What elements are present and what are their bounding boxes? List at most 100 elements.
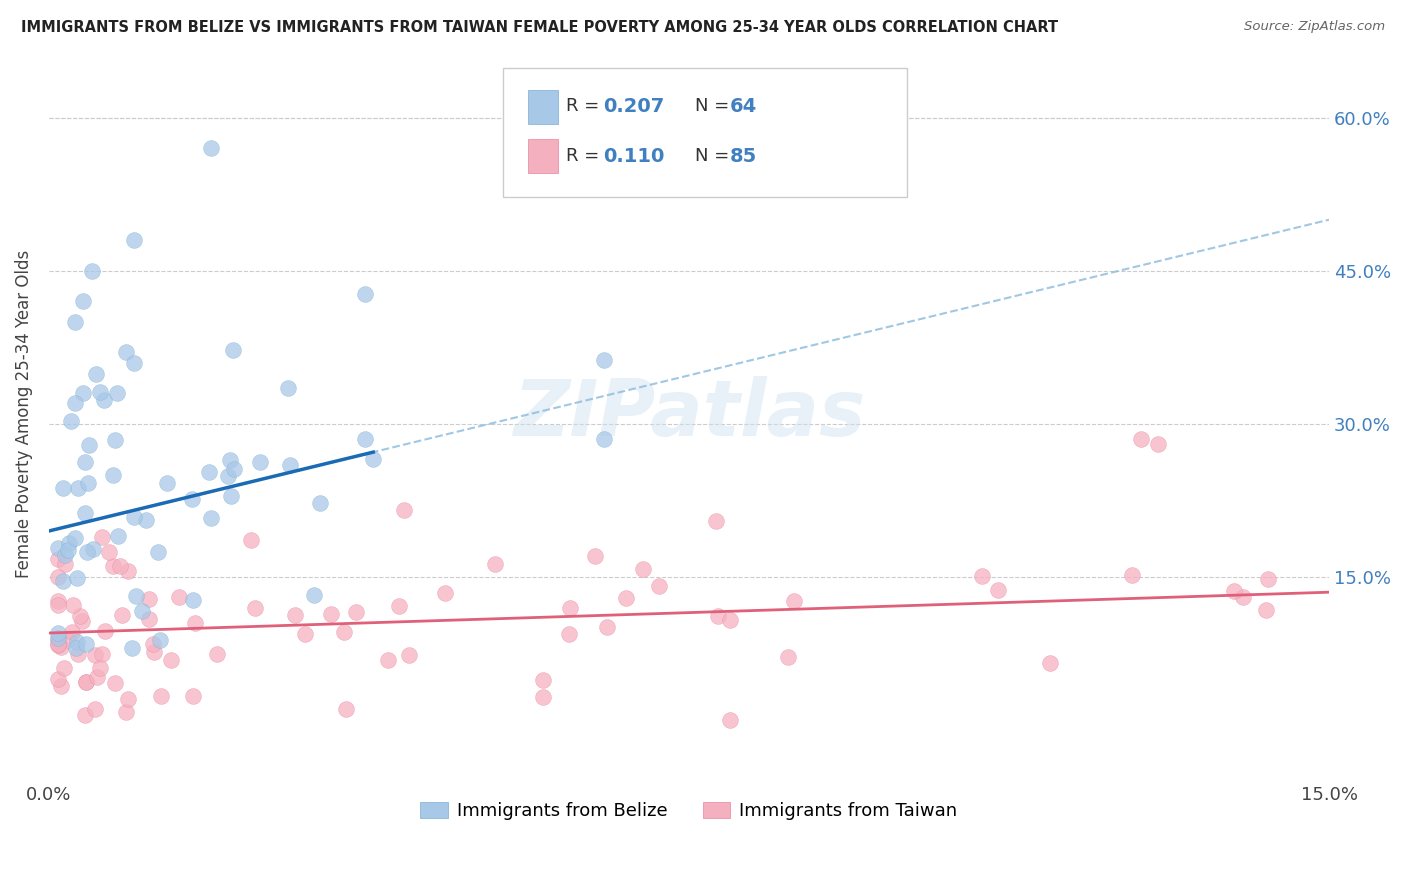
Point <box>221 343 243 357</box>
Text: 0.207: 0.207 <box>603 97 665 116</box>
Point <box>706 514 728 528</box>
Point <box>46 598 69 612</box>
Text: 0.110: 0.110 <box>603 147 665 166</box>
Point <box>117 564 139 578</box>
Point <box>49 679 72 693</box>
Point <box>46 672 69 686</box>
Point <box>142 637 165 651</box>
Point <box>149 633 172 648</box>
Point <box>783 594 806 608</box>
Point <box>243 600 266 615</box>
Point <box>115 705 138 719</box>
Point <box>219 489 242 503</box>
Point <box>63 315 86 329</box>
Point <box>75 674 97 689</box>
Point <box>46 638 69 652</box>
Point <box>90 647 112 661</box>
Point <box>84 702 107 716</box>
Point <box>66 481 89 495</box>
Point <box>592 432 614 446</box>
Point <box>104 676 127 690</box>
Point <box>58 542 80 557</box>
Point <box>46 632 69 647</box>
Point <box>114 345 136 359</box>
Point <box>181 593 204 607</box>
Point <box>335 702 357 716</box>
Point <box>198 466 221 480</box>
FancyBboxPatch shape <box>527 139 558 173</box>
Point <box>1254 603 1277 617</box>
Point <box>648 579 671 593</box>
Point <box>93 392 115 407</box>
Point <box>66 635 89 649</box>
Point <box>217 469 239 483</box>
Point <box>101 558 124 573</box>
Point <box>63 396 86 410</box>
Point <box>159 653 181 667</box>
Point <box>138 612 160 626</box>
Point <box>776 650 799 665</box>
Point <box>46 541 69 555</box>
Point <box>181 690 204 704</box>
Point <box>89 385 111 400</box>
Point <box>121 641 143 656</box>
Point <box>60 624 83 639</box>
Point <box>46 570 69 584</box>
Point <box>1147 437 1170 451</box>
Point <box>394 502 416 516</box>
Point <box>146 545 169 559</box>
Point <box>1257 572 1279 586</box>
Point <box>56 632 79 647</box>
Point <box>65 571 87 585</box>
Point <box>302 588 325 602</box>
Point <box>72 386 94 401</box>
Point <box>62 598 84 612</box>
Point <box>125 589 148 603</box>
Point <box>52 661 75 675</box>
Point <box>284 607 307 622</box>
Text: R =: R = <box>567 97 605 115</box>
Point <box>150 689 173 703</box>
Point <box>1039 656 1062 670</box>
Point <box>104 433 127 447</box>
Point <box>52 574 75 588</box>
Point <box>107 529 129 543</box>
Point <box>361 451 384 466</box>
Point <box>63 531 86 545</box>
Point <box>583 549 606 564</box>
Point <box>111 607 134 622</box>
Text: Source: ZipAtlas.com: Source: ZipAtlas.com <box>1244 20 1385 33</box>
FancyBboxPatch shape <box>503 69 907 197</box>
Point <box>1222 584 1244 599</box>
Point <box>249 454 271 468</box>
Point <box>592 353 614 368</box>
Text: ZIPatlas: ZIPatlas <box>513 376 865 451</box>
Point <box>718 613 741 627</box>
Point <box>69 608 91 623</box>
Point <box>86 670 108 684</box>
Point <box>80 264 103 278</box>
Point <box>76 476 98 491</box>
Point <box>53 548 76 562</box>
Point <box>308 495 330 509</box>
Point <box>46 594 69 608</box>
Point <box>484 558 506 572</box>
Point <box>970 569 993 583</box>
Point <box>124 355 146 369</box>
Point <box>76 544 98 558</box>
Point <box>46 637 69 651</box>
Point <box>222 462 245 476</box>
Y-axis label: Female Poverty Among 25-34 Year Olds: Female Poverty Among 25-34 Year Olds <box>15 250 32 578</box>
Point <box>138 591 160 606</box>
Point <box>388 599 411 613</box>
Point <box>86 368 108 382</box>
Point <box>353 432 375 446</box>
Text: N =: N = <box>696 147 735 165</box>
Point <box>105 386 128 401</box>
Point <box>707 608 730 623</box>
Text: 64: 64 <box>730 97 758 116</box>
Point <box>1130 432 1153 446</box>
Point <box>135 512 157 526</box>
Point <box>560 600 582 615</box>
Text: 85: 85 <box>730 147 758 166</box>
